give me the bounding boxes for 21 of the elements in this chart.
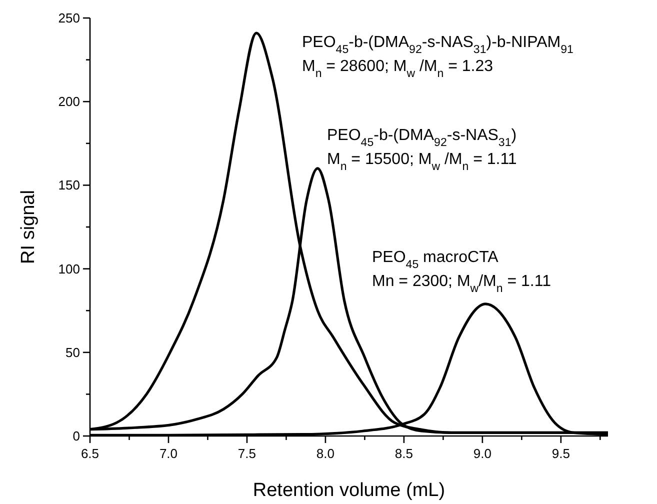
x-axis-title: Retention volume (mL) xyxy=(252,480,446,501)
x-tick-label: 7.5 xyxy=(238,446,256,461)
x-tick-label: 9.0 xyxy=(473,446,492,461)
x-tick-label: 9.5 xyxy=(552,446,570,461)
annotation: M$_{n}$ = 15500; M$_{w}$ /M$_{n}$ = 1.11 xyxy=(327,151,517,173)
y-tick-label: 50 xyxy=(66,344,80,360)
x-tick-label: 7.0 xyxy=(159,446,178,461)
text: PEO$_{45}$-b-(DMA$_{92}$-s-NAS$_{31}$)-b-NIPAM$_{91}$ xyxy=(302,34,574,56)
x-tick-label: 8.5 xyxy=(394,446,413,461)
text: PEO$_{45}$ macroCTA xyxy=(372,249,499,271)
y-tick-label: 100 xyxy=(58,261,80,276)
y-tick-label: 200 xyxy=(58,94,80,110)
y-tick-label: 150 xyxy=(58,178,80,193)
y-tick-label: 0 xyxy=(72,428,80,444)
x-tick-label: 8.0 xyxy=(316,446,334,461)
x-tick-label: 6.5 xyxy=(80,446,100,461)
annotation: M$_{n}$ = 28600; M$_{w}$ /M$_{n}$ = 1.23 xyxy=(302,58,494,80)
y-tick-label: 250 xyxy=(58,10,80,26)
series-label: PEO$_{45}$-b-(DMA$_{92}$-s-NAS$_{31}$) xyxy=(327,127,517,149)
annotation: Mn = 2300; M$_{w}$/M$_{n}$ = 1.11 xyxy=(372,273,552,295)
y-axis-title: RI signal xyxy=(18,190,39,264)
